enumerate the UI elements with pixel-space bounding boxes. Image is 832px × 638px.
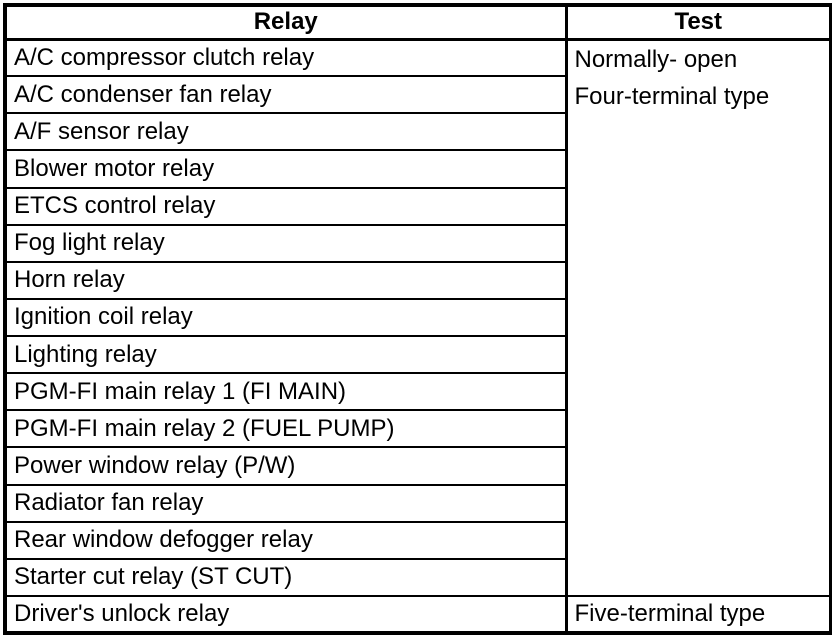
table-row: Rear window defogger relay [5, 520, 831, 559]
test-cell-merged: Normally- open Four-terminal type [564, 38, 831, 596]
table-row: Starter cut relay (ST CUT) [5, 557, 831, 596]
table-row: Lighting relay [5, 334, 831, 374]
relay-cell: ETCS control relay [5, 186, 566, 225]
relay-cell: Blower motor relay [5, 149, 566, 188]
table-row: PGM-FI main relay 2 (FUEL PUMP) [5, 409, 831, 448]
table-row: A/F sensor relay [5, 112, 831, 151]
test-type-line-2: Four-terminal type [574, 82, 770, 110]
table-row: A/C condenser fan relay [5, 75, 831, 114]
column-header-test: Test [564, 5, 831, 41]
relay-cell: Radiator fan relay [5, 483, 566, 522]
test-type-line-1: Normally- open [574, 45, 738, 73]
relay-cell: Driver's unlock relay [5, 594, 566, 633]
relay-cell: A/C compressor clutch relay [5, 37, 566, 77]
table-row: Ignition coil relay [5, 297, 831, 336]
relay-cell: A/F sensor relay [5, 112, 566, 151]
table-row: Radiator fan relay [5, 483, 831, 522]
table-row: Blower motor relay [5, 149, 831, 188]
column-header-relay: Relay [5, 5, 566, 41]
table-row: Power window relay (P/W) [5, 446, 831, 485]
table-row: ETCS control relay [5, 186, 831, 225]
relay-cell: PGM-FI main relay 1 (FI MAIN) [5, 372, 566, 411]
table-row: A/C compressor clutch relay Normally- op… [5, 37, 831, 596]
relay-cell: Power window relay (P/W) [5, 446, 566, 485]
relay-cell: A/C condenser fan relay [5, 75, 566, 114]
relay-cell: Rear window defogger relay [5, 520, 566, 559]
relay-cell: PGM-FI main relay 2 (FUEL PUMP) [5, 409, 566, 448]
table-row: Fog light relay [5, 223, 831, 262]
relay-cell: Horn relay [5, 260, 566, 299]
relay-cell: Starter cut relay (ST CUT) [5, 557, 566, 596]
test-cell-five-terminal: Five-terminal type [564, 594, 831, 633]
table-row: PGM-FI main relay 1 (FI MAIN) [5, 372, 831, 411]
table-row: Driver's unlock relay Five-terminal type [5, 594, 831, 633]
header-row: Relay Test [5, 5, 831, 41]
relay-cell: Lighting relay [5, 334, 566, 374]
relay-test-table: Relay Test A/C compressor clutch relay N… [3, 3, 832, 635]
table-row: Horn relay [5, 260, 831, 299]
relay-cell: Ignition coil relay [5, 297, 566, 336]
relay-cell: Fog light relay [5, 223, 566, 262]
